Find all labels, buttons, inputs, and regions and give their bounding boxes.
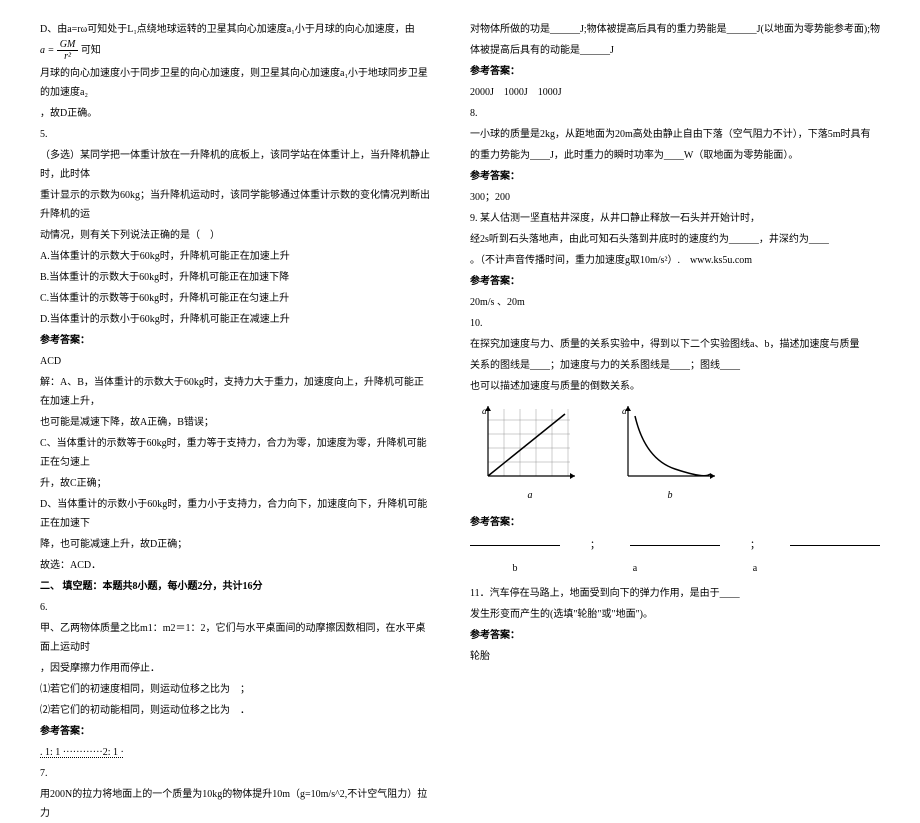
q5-num: 5.	[40, 125, 430, 144]
q5-a: A.当体重计的示数大于60kg时，升降机可能正在加速上升	[40, 247, 430, 266]
q11-2: 发生形变而产生的(选填"轮胎"或"地面")。	[470, 605, 880, 624]
chart-b-curve	[635, 416, 710, 476]
section-2-title: 二、 填空题：本题共8小题，每小题2分，共计16分	[40, 577, 430, 596]
q9-2: 经2s听到石头落地声，由此可知石头落到井底时的速度约为______，井深约为__…	[470, 230, 880, 249]
q9-answer: 20m/s 、20m	[470, 293, 880, 312]
q7-2: 对物体所做的功是______J;物体被提高后具有的重力势能是______J(以地…	[470, 20, 880, 39]
q9-3: 。（不计声音传播时间，重力加速度g取10m/s²）. www.ks5u.com	[470, 251, 880, 270]
q8-1: 一小球的质量是2kg，从距地面为20m高处由静止自由下落（空气阻力不计），下落5…	[470, 125, 880, 144]
q6-1: 甲、乙两物体质量之比m1：m2＝1：2，它们与水平桌面间的动摩擦因数相同，在水平…	[40, 619, 430, 657]
chart-a: a a	[480, 404, 580, 505]
formula-den: r²	[57, 51, 79, 62]
q5-stem2: 重计显示的示数为60kg；当升降机运动时，该同学能够通过体重计示数的变化情况判断…	[40, 186, 430, 224]
q4-cont1: 可知	[81, 45, 101, 56]
q7-answer: 2000J 1000J 1000J	[470, 83, 880, 102]
q4-d-text: D、由a=rω可知处于L₁点绕地球运转的卫星其向心加速度a₁小于月球的向心加速度…	[40, 24, 415, 35]
formula-num: GM	[57, 39, 79, 51]
right-column: 对物体所做的功是______J;物体被提高后具有的重力势能是______J(以地…	[450, 20, 890, 641]
q4-cont3: ，故D正确。	[40, 104, 430, 123]
answer-label-7: 参考答案：	[470, 626, 880, 645]
q5-answer: ACD	[40, 352, 430, 371]
chart-b-ylabel: a	[622, 406, 627, 416]
q8-num: 8.	[470, 104, 880, 123]
q5-exp7: 故选：ACD．	[40, 556, 430, 575]
q8-answer: 300；200	[470, 188, 880, 207]
q6-num: 6.	[40, 598, 430, 617]
ans-a: b	[470, 559, 560, 578]
q9-1: 9. 某人估测一坚直枯井深度，从井口静止释放一石头并开始计时，	[470, 209, 880, 228]
q5-exp5: D、当体重计的示数小于60kg时，重力小于支持力，合力向下，加速度向下，升降机可…	[40, 495, 430, 533]
formula-lhs: a =	[40, 45, 54, 56]
q4-cont2: 月球的向心加速度小于同步卫星的向心加速度，则卫星其向心加速度a₁小于地球同步卫星…	[40, 64, 430, 102]
q5-stem3: 动情况，则有关下列说法正确的是（ ）	[40, 226, 430, 245]
q5-exp2: 也可能是减速下降，故A正确，B错误；	[40, 413, 430, 432]
answer-label-4: 参考答案：	[470, 167, 880, 186]
answer-label-5: 参考答案：	[470, 272, 880, 291]
answer-label-3: 参考答案：	[470, 62, 880, 81]
q7-1: 用200N的拉力将地面上的一个质量为10kg的物体提升10m（g=10m/s^2…	[40, 785, 430, 823]
blank-1	[470, 536, 560, 546]
q5-d: D.当体重计的示数小于60kg时，升降机可能正在减速上升	[40, 310, 430, 329]
chart-a-svg: a	[480, 404, 580, 484]
q11-answer: 轮胎	[470, 647, 880, 666]
chart-b-xlabel: b	[620, 486, 720, 505]
chart-b: a b	[620, 404, 720, 505]
q10-2: 关系的图线是____；加速度与力的关系图线是____；图线____	[470, 356, 880, 375]
q6-2: ，因受摩擦力作用而停止．	[40, 659, 430, 678]
q10-answer-values: b a a	[470, 559, 880, 578]
ans-b: a	[590, 559, 680, 578]
q5-c: C.当体重计的示数等于60kg时，升降机可能正在匀速上升	[40, 289, 430, 308]
q5-b: B.当体重计的示数大于60kg时，升降机可能正在加速下降	[40, 268, 430, 287]
q7-num: 7.	[40, 764, 430, 783]
answer-label-1: 参考答案：	[40, 331, 430, 350]
q6-4: ⑵若它们的初动能相同，则运动位移之比为 ．	[40, 701, 430, 720]
q5-stem1: （多选）某同学把一体重计放在一升降机的底板上，该同学站在体重计上，当升降机静止时…	[40, 146, 430, 184]
chart-a-ylabel: a	[482, 406, 487, 416]
chart-b-svg: a	[620, 404, 720, 484]
q10-3: 也可以描述加速度与质量的倒数关系。	[470, 377, 880, 396]
q5-exp4: 升，故C正确；	[40, 474, 430, 493]
answer-label-2: 参考答案：	[40, 722, 430, 741]
left-column: D、由a=rω可知处于L₁点绕地球运转的卫星其向心加速度a₁小于月球的向心加速度…	[30, 20, 450, 641]
q6-answer: . 1: 1 ············2: 1 ·	[40, 743, 430, 762]
q6-3: ⑴若它们的初速度相同，则运动位移之比为 ；	[40, 680, 430, 699]
q10-answer-row: ； ；	[470, 536, 880, 555]
q5-exp6: 降，也可能减速上升，故D正确；	[40, 535, 430, 554]
arrow-right-icon	[710, 473, 715, 479]
q10-1: 在探究加速度与力、质量的关系实验中，得到以下二个实验图线a、b，描述加速度与质量	[470, 335, 880, 354]
charts-row: a a a b	[480, 404, 880, 505]
q4-formula: a = GM r²	[40, 39, 78, 62]
q5-exp1: 解：A、B，当体重计的示数大于60kg时，支持力大于重力，加速度向上，升降机可能…	[40, 373, 430, 411]
blank-2	[630, 536, 720, 546]
q4-option-d: D、由a=rω可知处于L₁点绕地球运转的卫星其向心加速度a₁小于月球的向心加速度…	[40, 20, 430, 62]
q5-exp3: C、当体重计的示数等于60kg时，重力等于支持力，合力为零，加速度为零，升降机可…	[40, 434, 430, 472]
q11-1: 11．汽车停在马路上，地面受到向下的弹力作用，是由于____	[470, 584, 880, 603]
q7-3: 体被提高后具有的动能是______J	[470, 41, 880, 60]
arrow-right-icon	[570, 473, 575, 479]
q8-2: 的重力势能为____J，此时重力的瞬时功率为____W（取地面为零势能面）。	[470, 146, 880, 165]
q10-num: 10.	[470, 314, 880, 333]
answer-label-6: 参考答案：	[470, 513, 880, 532]
ans-c: a	[710, 559, 800, 578]
chart-a-xlabel: a	[480, 486, 580, 505]
blank-3	[790, 536, 880, 546]
